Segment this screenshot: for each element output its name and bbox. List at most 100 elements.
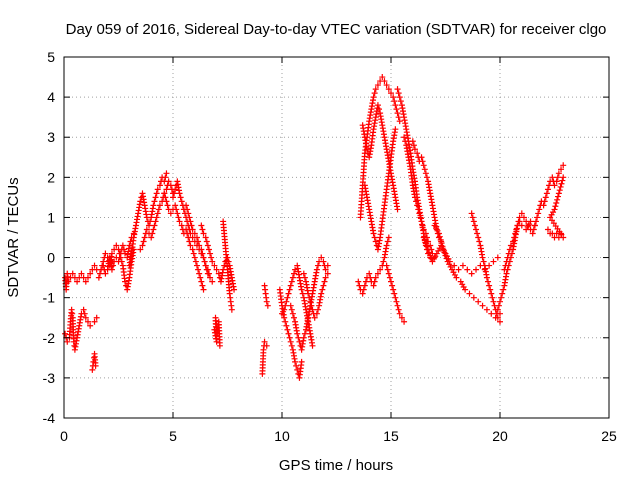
data-point [394,302,401,309]
data-point [165,178,172,185]
series-arc-18 [300,270,331,321]
data-point [295,334,302,341]
data-point [324,262,331,269]
data-point [100,262,107,269]
data-point [148,234,155,241]
data-point [475,298,482,305]
data-point [190,250,197,257]
series-arc-27 [420,234,501,277]
data-point [401,134,408,141]
data-point [189,226,196,233]
series-arc-3 [89,314,100,373]
data-point [372,274,379,281]
data-point [555,190,562,197]
data-point [385,270,392,277]
data-point [361,282,368,289]
data-point [556,187,563,194]
data-point [216,342,223,349]
data-point [228,306,235,313]
data-point [285,330,292,337]
data-point [282,302,289,309]
data-point [490,258,497,265]
series-arc-1 [62,306,94,353]
series-arc-32 [529,162,567,237]
data-point [288,278,295,285]
data-point [137,246,144,253]
data-point [418,218,425,225]
data-point [153,190,160,197]
data-point [436,233,443,240]
data-point [501,266,508,273]
series-arc-20 [359,102,401,213]
data-point [292,266,299,273]
data-point [198,278,205,285]
data-point [292,358,299,365]
data-point [395,306,402,313]
data-point [466,290,473,297]
data-point [209,258,216,265]
data-point [395,90,402,97]
data-point [374,270,381,277]
data-point [518,222,525,229]
data-point [74,278,81,285]
data-point [191,230,198,237]
data-point [384,238,391,245]
data-point [417,214,424,221]
data-point [314,262,321,269]
data-point [411,146,418,153]
data-point [156,202,163,209]
data-point [420,226,427,233]
data-point [489,294,496,301]
data-point [201,258,208,265]
data-point [488,310,495,317]
data-point [441,249,448,256]
data-point [388,278,394,285]
data-point [199,250,206,257]
data-point [394,86,401,93]
data-point [392,102,399,109]
data-point [560,174,567,181]
data-point [199,226,206,233]
data-point [376,106,383,113]
data-point [204,266,211,273]
data-point [122,278,129,285]
data-point [553,200,560,207]
data-point [393,298,400,305]
data-point [204,242,211,249]
data-point [433,226,440,233]
data-point [386,274,393,281]
data-point [551,182,558,189]
data-point [468,270,475,277]
data-point [374,82,381,89]
data-point [290,314,297,321]
data-point [200,286,207,293]
data-point [198,246,205,253]
data-point [558,166,565,173]
x-tick-label: 20 [492,428,508,444]
data-point [370,230,377,237]
x-tick-label: 15 [383,428,399,444]
data-point [69,270,76,277]
data-point [108,250,115,257]
data-point [370,94,377,101]
data-point [359,290,366,297]
data-point [283,298,290,305]
data-point [167,210,174,217]
data-point [195,266,202,273]
data-point [423,174,430,181]
data-point [321,278,328,285]
data-point [483,274,490,281]
data-point [490,298,497,305]
data-point [503,270,510,277]
data-point [409,138,416,145]
data-point [163,186,170,193]
data-point [200,254,207,261]
data-point [413,198,420,205]
data-point [393,106,400,113]
data-point [483,306,490,313]
data-point [108,266,115,273]
data-point [440,246,447,253]
data-point [153,214,160,221]
data-point [183,202,190,209]
data-point [512,230,519,237]
